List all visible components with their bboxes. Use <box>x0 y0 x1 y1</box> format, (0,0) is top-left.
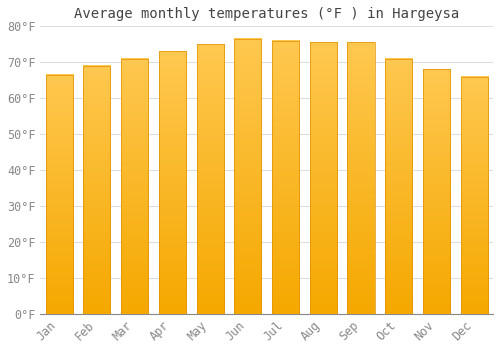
Title: Average monthly temperatures (°F ) in Hargeysa: Average monthly temperatures (°F ) in Ha… <box>74 7 460 21</box>
Bar <box>196 44 224 314</box>
Bar <box>121 59 148 314</box>
Bar <box>310 42 337 314</box>
Bar <box>46 75 73 314</box>
Bar <box>159 51 186 314</box>
Bar <box>385 59 412 314</box>
Bar <box>272 41 299 314</box>
Bar <box>84 66 110 314</box>
Bar <box>234 39 262 314</box>
Bar <box>348 42 374 314</box>
Bar <box>423 69 450 314</box>
Bar <box>460 77 488 314</box>
